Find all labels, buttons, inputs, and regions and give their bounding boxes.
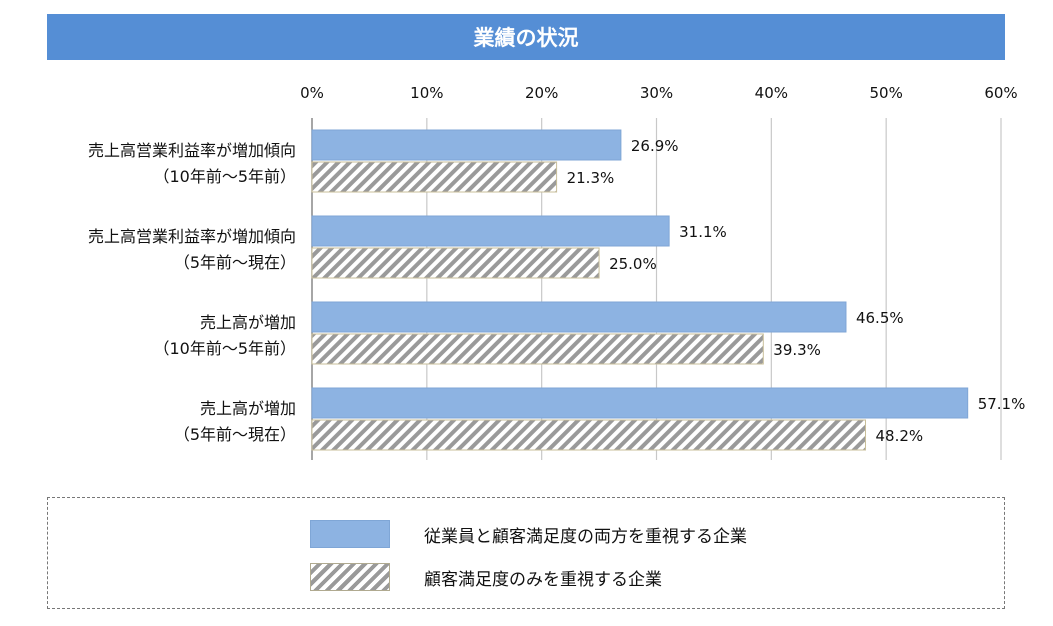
bar bbox=[311, 247, 600, 279]
x-tick-label: 10% bbox=[410, 84, 443, 102]
legend: 従業員と顧客満足度の両方を重視する企業 顧客満足度のみを重視する企業 bbox=[47, 497, 1005, 609]
bar bbox=[311, 387, 969, 419]
legend-label: 顧客満足度のみを重視する企業 bbox=[424, 569, 662, 590]
legend-item: 従業員と顧客満足度の両方を重視する企業 bbox=[310, 520, 747, 548]
x-tick-label: 0% bbox=[300, 84, 324, 102]
data-label: 57.1% bbox=[978, 395, 1026, 413]
x-tick-label: 50% bbox=[869, 84, 902, 102]
category-label: 売上高営業利益率が増加傾向 bbox=[88, 227, 296, 246]
category-label: 売上高が増加 bbox=[200, 313, 296, 332]
data-label: 39.3% bbox=[773, 341, 821, 359]
data-label: 25.0% bbox=[609, 255, 657, 273]
category-label: （5年前～現在） bbox=[174, 425, 296, 444]
bar bbox=[311, 129, 622, 161]
bar bbox=[311, 215, 670, 247]
data-label: 48.2% bbox=[875, 427, 923, 445]
data-label: 46.5% bbox=[856, 309, 904, 327]
category-label: 売上高営業利益率が増加傾向 bbox=[88, 141, 296, 160]
legend-label: 従業員と顧客満足度の両方を重視する企業 bbox=[424, 526, 747, 547]
chart-title: 業績の状況 bbox=[47, 14, 1005, 60]
category-label: 売上高が増加 bbox=[200, 399, 296, 418]
bar bbox=[311, 419, 866, 451]
legend-swatch-hatch bbox=[310, 563, 390, 591]
x-tick-label: 20% bbox=[525, 84, 558, 102]
data-label: 26.9% bbox=[631, 137, 679, 155]
legend-swatch-blue bbox=[310, 520, 390, 548]
bar bbox=[311, 333, 764, 365]
x-tick-label: 30% bbox=[640, 84, 673, 102]
bar bbox=[311, 161, 558, 193]
x-tick-label: 40% bbox=[755, 84, 788, 102]
data-label: 21.3% bbox=[567, 169, 615, 187]
bar bbox=[311, 301, 847, 333]
category-label: （10年前～5年前） bbox=[153, 339, 296, 358]
x-tick-label: 60% bbox=[984, 84, 1017, 102]
legend-item: 顧客満足度のみを重視する企業 bbox=[310, 563, 662, 591]
data-label: 31.1% bbox=[679, 223, 727, 241]
category-label: （5年前～現在） bbox=[174, 253, 296, 272]
category-label: （10年前～5年前） bbox=[153, 167, 296, 186]
